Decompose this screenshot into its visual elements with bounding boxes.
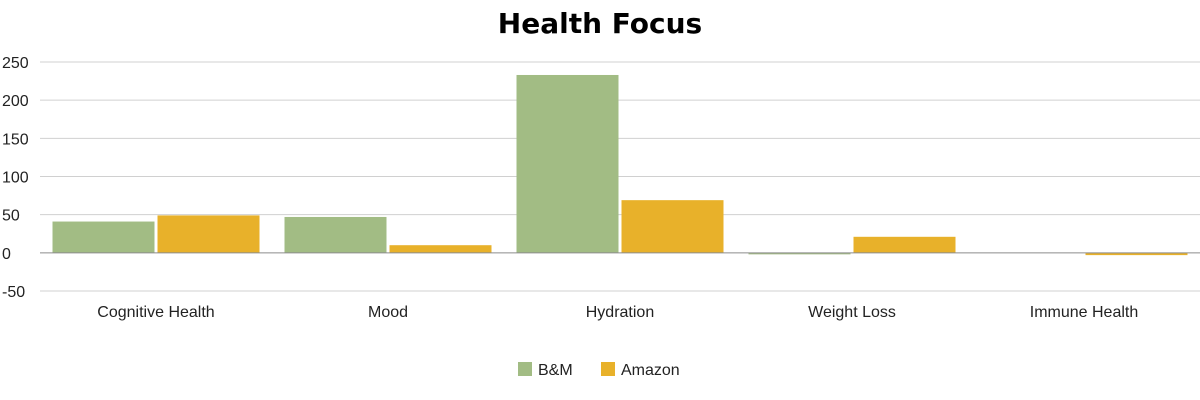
x-category-label: Hydration <box>586 304 654 321</box>
y-tick-label: 150 <box>2 131 29 148</box>
legend-label: Amazon <box>621 362 680 379</box>
x-axis-labels: Cognitive Health Mood Hydration Weight Loss… <box>97 304 1138 321</box>
bars <box>52 74 1188 256</box>
chart-title: Health Focus <box>498 7 702 40</box>
x-category-label: Mood <box>368 304 408 321</box>
y-tick-label: 100 <box>2 170 29 187</box>
bar-b-m-weight-loss <box>748 252 851 255</box>
gridlines <box>40 61 1200 292</box>
y-tick-label: -50 <box>2 284 25 301</box>
y-tick-label: 0 <box>2 246 11 263</box>
bar-amazon-immune-health <box>1085 252 1188 256</box>
bar-b-m-mood <box>284 216 387 253</box>
bar-amazon-mood <box>389 245 492 253</box>
y-tick-label: 250 <box>2 55 29 72</box>
bar-b-m-cognitive-health <box>52 221 155 253</box>
bar-amazon-cognitive-health <box>157 215 260 253</box>
legend-swatch <box>601 362 615 376</box>
y-tick-label: 200 <box>2 93 29 110</box>
legend-swatch <box>518 362 532 376</box>
legend: B&M Amazon <box>518 362 680 379</box>
x-category-label: Immune Health <box>1030 304 1139 321</box>
bar-amazon-hydration <box>621 200 724 253</box>
bar-b-m-hydration <box>516 74 619 253</box>
x-category-label: Weight Loss <box>808 304 896 321</box>
bar-amazon-weight-loss <box>853 236 956 253</box>
y-tick-label: 50 <box>2 208 20 225</box>
x-category-label: Cognitive Health <box>97 304 214 321</box>
legend-label: B&M <box>538 362 573 379</box>
y-axis-ticks: -50 0 50 100 150 200 250 <box>2 55 29 301</box>
